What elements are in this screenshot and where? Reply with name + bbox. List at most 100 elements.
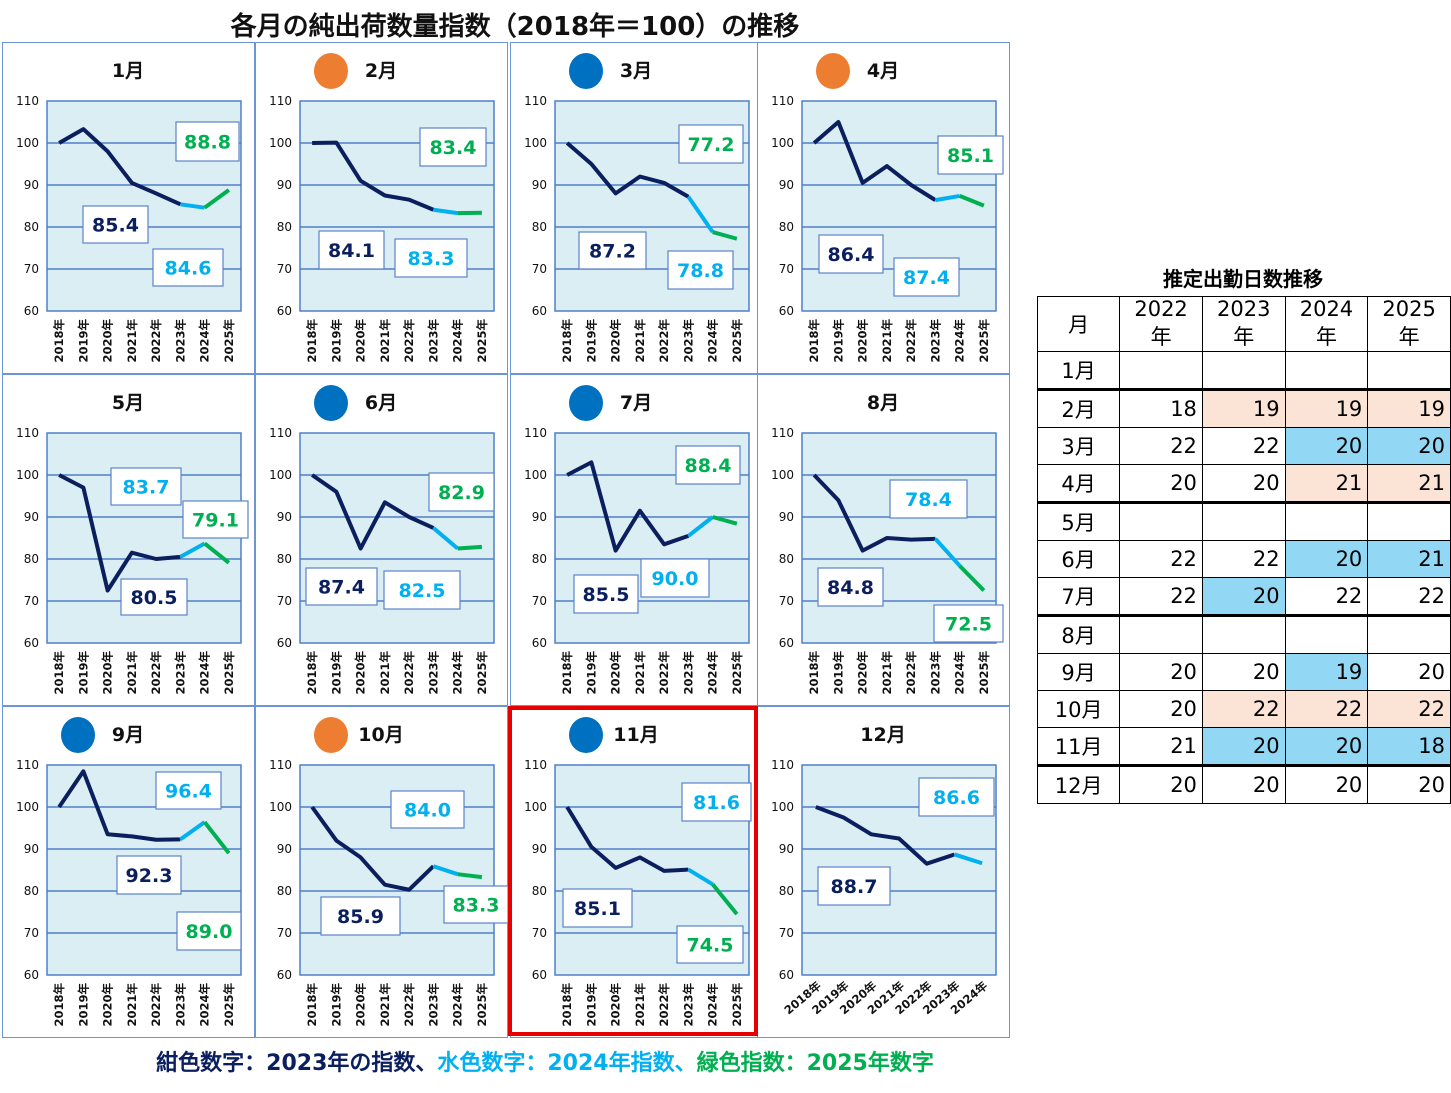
days-cell: 20 xyxy=(1201,653,1286,691)
y-tick-label: 60 xyxy=(532,968,547,982)
x-tick-label: 2020年 xyxy=(609,319,623,363)
panel-title: 9月 xyxy=(112,724,144,746)
x-tick-label: 2019年 xyxy=(76,983,90,1027)
data-label-2024: 90.0 xyxy=(652,568,699,590)
days-cell: 21 xyxy=(1367,464,1451,504)
y-tick-label: 90 xyxy=(779,842,794,856)
x-tick-label: 2019年 xyxy=(831,319,845,363)
data-label-box xyxy=(383,570,461,610)
data-label-box xyxy=(182,500,249,539)
data-label-box xyxy=(818,234,884,274)
data-label-box xyxy=(176,911,242,951)
days-cell xyxy=(1367,615,1451,654)
y-tick-label: 70 xyxy=(24,262,39,276)
panel-title: 7月 xyxy=(620,392,652,414)
series-line-2024 xyxy=(432,526,459,551)
series-line-2018-2023 xyxy=(566,460,690,553)
chart-panel-8: 8月 60 70 80 90 100 110 2018年 2019年 2020年 2021年 2022… xyxy=(757,374,1010,706)
y-tick-label: 80 xyxy=(532,552,547,566)
data-label-2023: 88.7 xyxy=(831,876,878,898)
y-tick-label: 110 xyxy=(771,94,794,108)
y-tick-label: 100 xyxy=(771,800,794,814)
month-cell: 10月 xyxy=(1036,690,1121,728)
x-tick-label: 2018年 xyxy=(305,651,319,695)
days-cell xyxy=(1119,615,1203,654)
data-label-box xyxy=(889,479,968,519)
days-cell: 22 xyxy=(1119,540,1203,578)
data-label-2024: 83.7 xyxy=(123,477,170,499)
table-row: 4月 20 20 21 21 xyxy=(1036,464,1451,504)
series-line-2018-2023 xyxy=(310,473,435,551)
x-tick-label: 2019年 xyxy=(831,651,845,695)
x-tick-label: 2020年 xyxy=(101,651,115,695)
y-tick-label: 80 xyxy=(277,552,292,566)
days-cell xyxy=(1119,502,1203,541)
days-cell xyxy=(1284,351,1369,391)
workdays-table: 月 2022年 2023年 2024年 2025年 1月 2月 18 19 19 19 3月 22 22… xyxy=(1036,296,1451,804)
x-tick-label: 2020年 xyxy=(856,651,870,695)
chart-panel-1: 1月 60 70 80 90 100 110 2018年 2019年 2020年 2021年 2022… xyxy=(2,42,255,374)
x-tick-label: 2022年 xyxy=(904,651,918,695)
series-line-2025 xyxy=(711,883,739,916)
table-row: 9月 20 20 19 20 xyxy=(1036,653,1451,691)
x-tick-label: 2020年 xyxy=(101,319,115,363)
days-cell: 20 xyxy=(1367,427,1451,465)
data-label-2024: 78.4 xyxy=(905,489,952,511)
data-label-box xyxy=(318,230,385,270)
color-legend: 紺色数字：2023年の指数、水色数字：2024年指数、緑色指数：2025年数字 xyxy=(0,1045,1090,1077)
days-cell: 20 xyxy=(1201,577,1286,617)
x-tick-label: 2020年 xyxy=(354,651,368,695)
days-cell: 20 xyxy=(1119,464,1203,504)
series-line-2018-2023 xyxy=(565,805,689,873)
y-tick-label: 110 xyxy=(771,426,794,440)
chart-panel-10: 10月 60 70 80 90 100 110 2018年 2019年 2020年 2021年 202… xyxy=(255,706,509,1038)
y-tick-label: 100 xyxy=(16,136,39,150)
chart-svg: 10月 60 70 80 90 100 110 2018年 2019年 2020年 2021年 202… xyxy=(269,717,509,1027)
chart-svg: 7月 60 70 80 90 100 110 2018年 2019年 2020年 2021年 2022… xyxy=(524,385,750,695)
table-row: 12月 20 20 20 20 xyxy=(1036,765,1451,804)
x-tick-label: 2018年 xyxy=(807,319,821,363)
days-cell: 19 xyxy=(1284,389,1369,428)
x-tick-label: 2019年 xyxy=(329,319,343,363)
days-cell: 22 xyxy=(1284,690,1369,728)
days-cell: 20 xyxy=(1367,653,1451,691)
y-tick-label: 70 xyxy=(24,926,39,940)
days-cell: 20 xyxy=(1201,765,1286,804)
days-cell xyxy=(1201,502,1286,541)
y-tick-label: 100 xyxy=(524,136,547,150)
x-tick-label: 2023年 xyxy=(173,983,187,1027)
y-tick-label: 90 xyxy=(277,178,292,192)
data-label-box xyxy=(678,124,744,164)
data-label-2023: 92.3 xyxy=(126,865,173,887)
x-tick-label: 2021年 xyxy=(633,651,647,695)
data-label-2024: 84.6 xyxy=(165,258,212,280)
data-label-2025: 88.8 xyxy=(184,132,231,154)
y-tick-label: 90 xyxy=(779,178,794,192)
table-row: 11月 21 20 20 18 xyxy=(1036,727,1451,767)
data-label-2023: 85.9 xyxy=(337,906,384,928)
y-tick-label: 80 xyxy=(24,884,39,898)
data-label-2024: 81.6 xyxy=(693,792,740,814)
x-tick-label: 2019年 xyxy=(329,983,343,1027)
data-label-box xyxy=(428,472,495,512)
x-tick-label: 2022年 xyxy=(402,983,416,1027)
series-line-2024 xyxy=(933,537,962,568)
x-tick-label: 2021年 xyxy=(880,651,894,695)
y-tick-label: 60 xyxy=(277,636,292,650)
x-tick-label: 2022年 xyxy=(149,319,163,363)
days-cell: 19 xyxy=(1201,389,1286,428)
data-label-box xyxy=(152,248,224,287)
series-line-2018-2023 xyxy=(57,769,181,842)
days-cell: 18 xyxy=(1119,389,1203,428)
column-header: 月 xyxy=(1036,296,1121,352)
x-tick-label: 2024年 xyxy=(198,319,212,363)
days-cell: 22 xyxy=(1284,577,1369,617)
y-tick-label: 70 xyxy=(277,262,292,276)
series-line-2024 xyxy=(179,820,206,841)
x-tick-label: 2023年 xyxy=(173,319,187,363)
status-dot-orange xyxy=(314,53,348,89)
days-cell xyxy=(1284,502,1369,541)
days-cell: 20 xyxy=(1119,653,1203,691)
x-tick-label: 2020年 xyxy=(354,319,368,363)
